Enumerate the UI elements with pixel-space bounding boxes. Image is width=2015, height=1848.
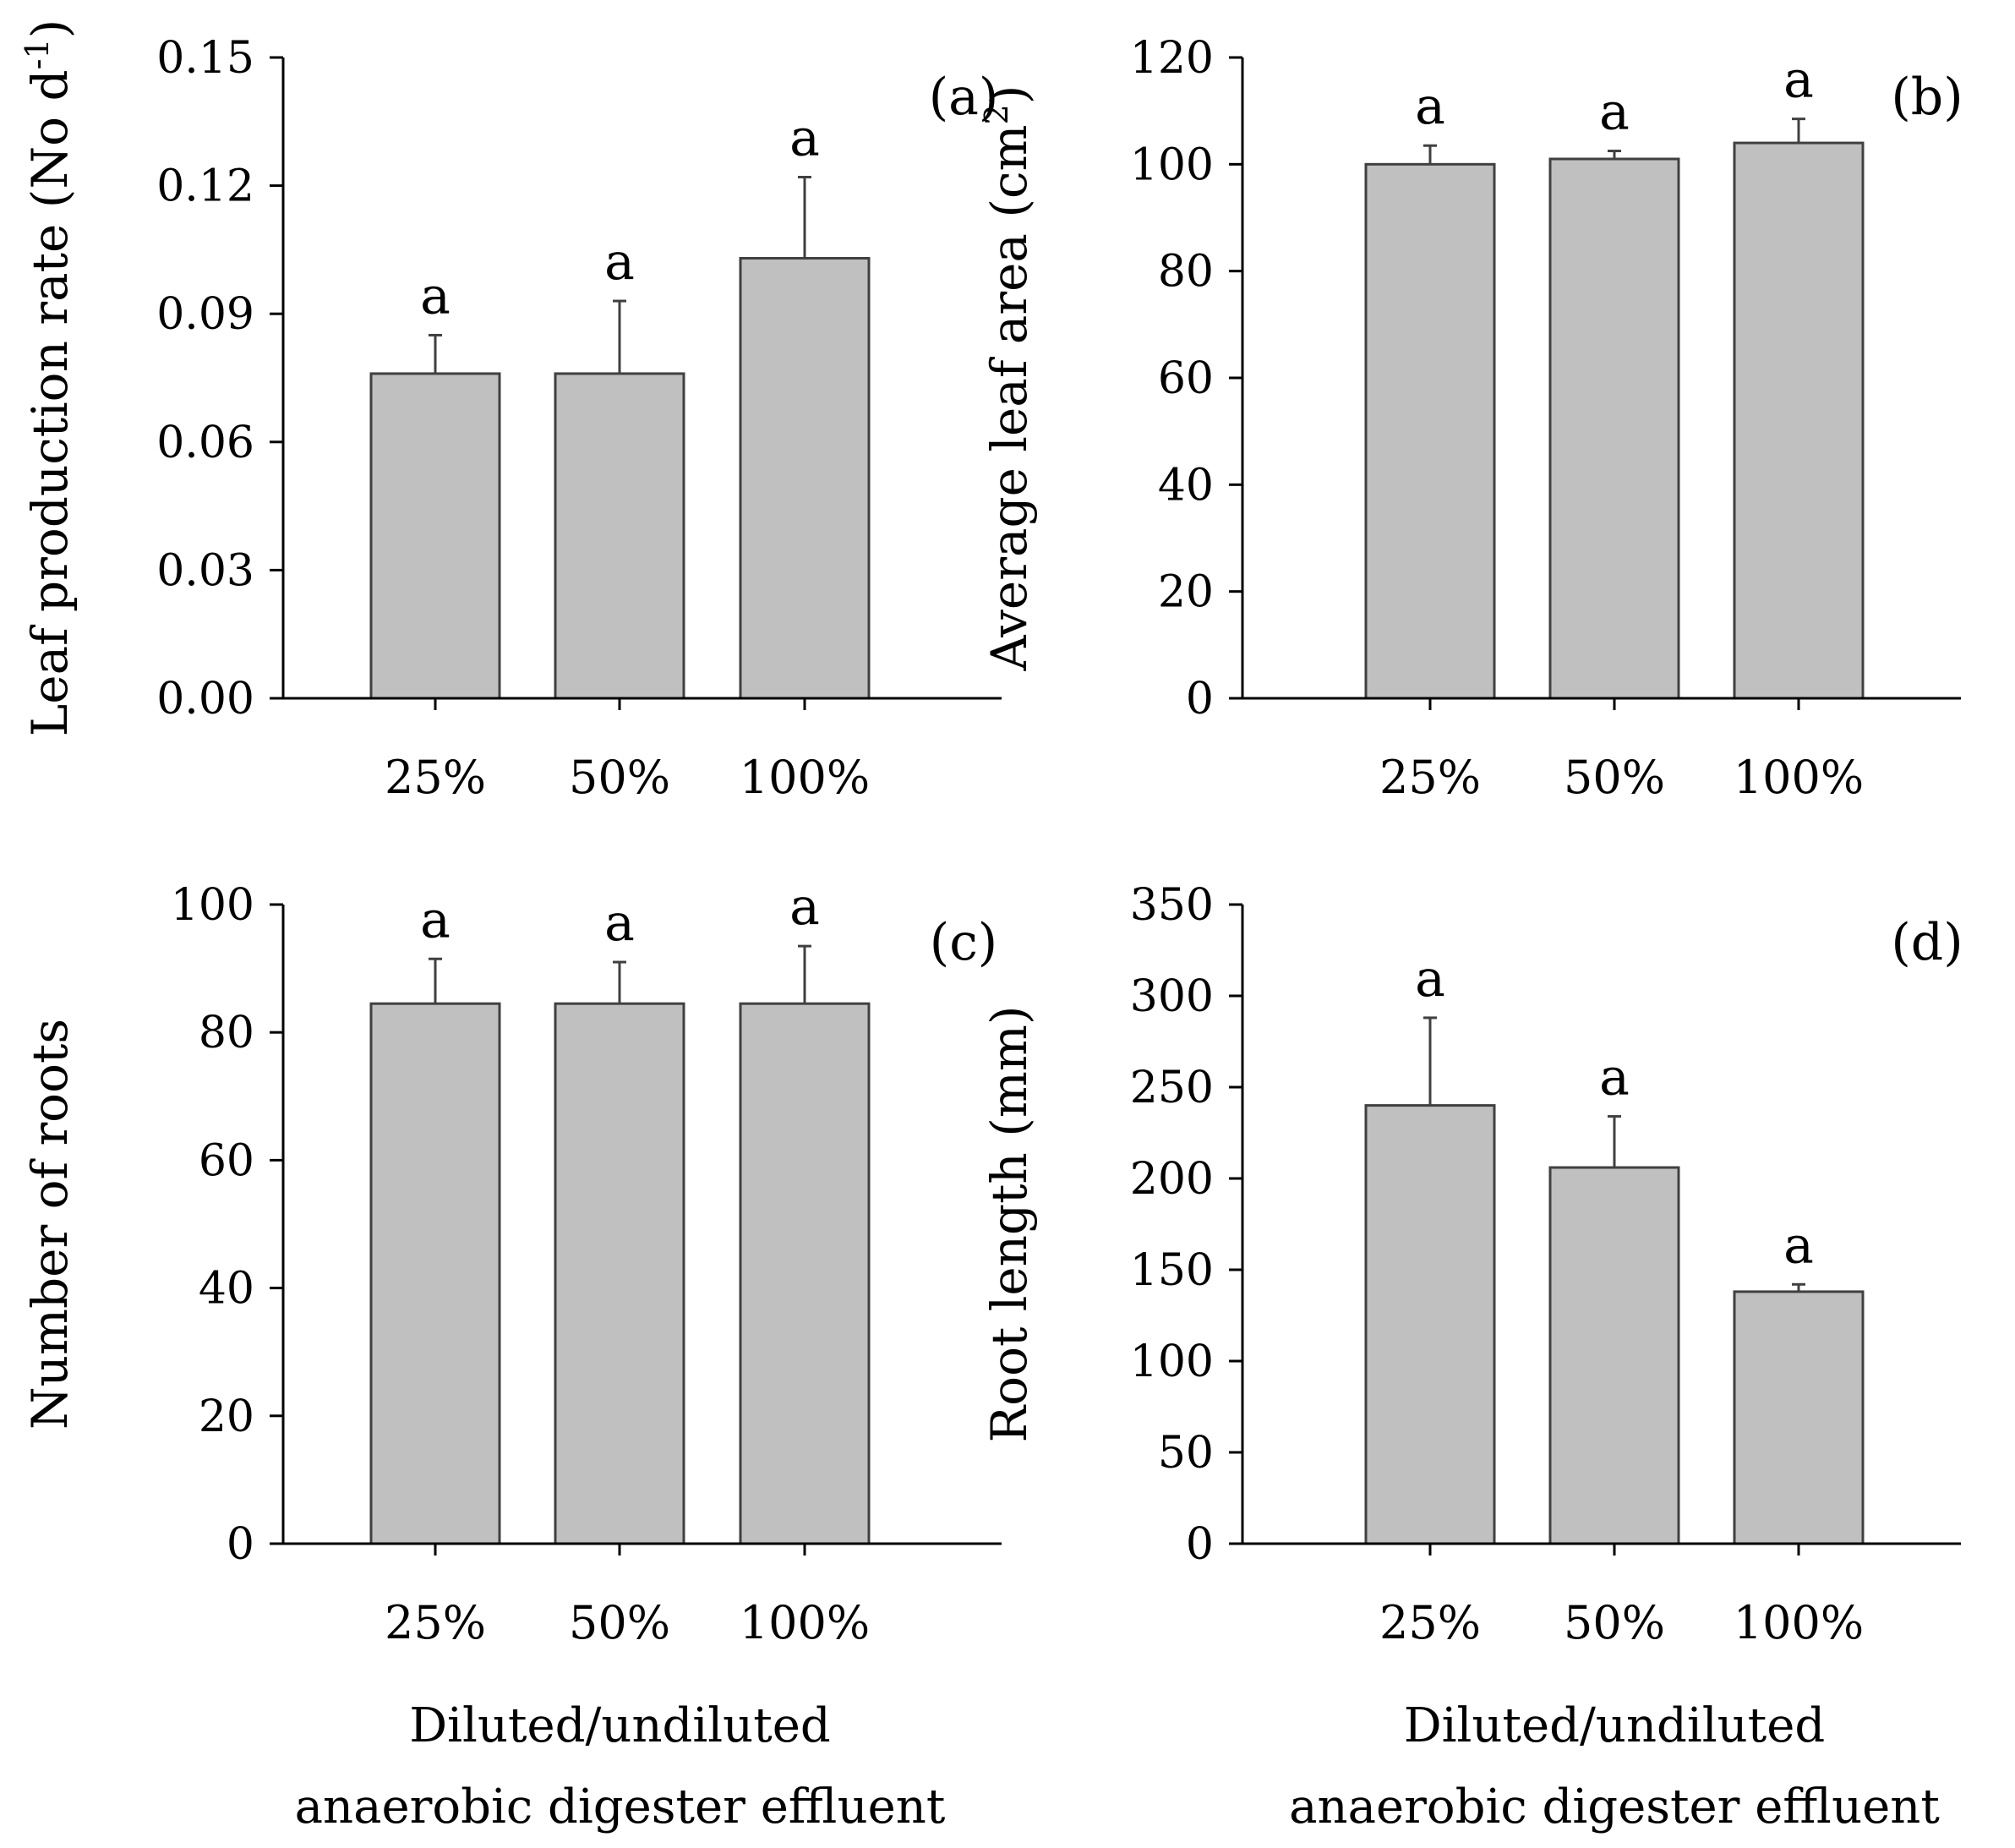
panel-b: a 25% a 50% a 100% 0 20 40 60 80 100 120 (b) Average l… bbox=[978, 33, 1963, 804]
significance-letter: a bbox=[1415, 949, 1445, 1009]
y-tick-label: 250 bbox=[1130, 1063, 1214, 1113]
bar bbox=[1364, 162, 1496, 700]
significance-letter: a bbox=[1783, 1216, 1814, 1275]
y-tick-label: 80 bbox=[1158, 247, 1214, 298]
y-axis-title-end: ) bbox=[21, 19, 79, 39]
category-label: 100% bbox=[1734, 1596, 1864, 1649]
bar bbox=[1733, 141, 1865, 700]
significance-letter: a bbox=[420, 890, 451, 949]
y-axis-title-main: Number of roots bbox=[21, 1019, 79, 1430]
x-axis-title: Diluted/undiluted bbox=[1404, 1698, 1826, 1753]
y-axis-title: Average leaf area (cm2) bbox=[978, 85, 1038, 672]
bar bbox=[739, 257, 871, 700]
bar bbox=[554, 372, 685, 700]
y-tick-label: 150 bbox=[1130, 1245, 1214, 1296]
bar bbox=[1548, 157, 1680, 700]
category-label: 50% bbox=[569, 751, 670, 804]
y-tick-label: 100 bbox=[1130, 1337, 1214, 1387]
y-axis-title: Number of roots bbox=[21, 1019, 79, 1430]
panel-label: (d) bbox=[1891, 913, 1963, 972]
y-axis-title-superscript: -1 bbox=[19, 38, 56, 69]
y-tick-label: 120 bbox=[1130, 33, 1214, 84]
significance-letter: a bbox=[1415, 77, 1445, 136]
y-tick-label: 0 bbox=[1186, 674, 1214, 724]
significance-letter: a bbox=[420, 266, 451, 325]
category-label: 100% bbox=[740, 751, 870, 804]
y-tick-label: 200 bbox=[1130, 1154, 1214, 1205]
panel-label: (b) bbox=[1891, 68, 1963, 127]
y-tick-label: 40 bbox=[1158, 460, 1214, 511]
y-axis-title-end: ) bbox=[980, 85, 1038, 105]
y-tick-label: 0.00 bbox=[156, 674, 254, 724]
category-label: 100% bbox=[1734, 751, 1864, 804]
panel-label: (c) bbox=[930, 913, 997, 972]
y-tick-label: 300 bbox=[1130, 971, 1214, 1022]
y-tick-label: 50 bbox=[1158, 1428, 1214, 1479]
significance-letter: a bbox=[1599, 1048, 1630, 1107]
y-tick-label: 0 bbox=[1186, 1519, 1214, 1570]
y-axis-title-main: Average leaf area (cm bbox=[980, 124, 1038, 671]
bar bbox=[369, 372, 501, 700]
y-tick-label: 20 bbox=[199, 1391, 254, 1442]
significance-letter: a bbox=[1599, 83, 1630, 142]
y-tick-label: 100 bbox=[171, 880, 254, 931]
category-label: 50% bbox=[1564, 1596, 1665, 1649]
category-label: 25% bbox=[385, 751, 486, 804]
bar bbox=[1548, 1166, 1680, 1545]
panel-label: (a) bbox=[929, 68, 999, 127]
y-axis-title: Leaf production rate (No d-1) bbox=[19, 19, 79, 737]
x-axis-title: anaerobic digester effluent bbox=[1289, 1780, 1940, 1834]
category-label: 25% bbox=[1379, 1596, 1481, 1649]
x-axis-title: anaerobic digester effluent bbox=[295, 1780, 946, 1834]
panel-a: a 25% a 50% a 100% 0.00 0.03 0.06 0.09 0.12 0.15 (a)… bbox=[19, 19, 1002, 804]
y-tick-label: 100 bbox=[1130, 139, 1214, 190]
significance-letter: a bbox=[789, 108, 820, 167]
category-label: 25% bbox=[1379, 751, 1481, 804]
bar bbox=[554, 1002, 685, 1545]
bar bbox=[369, 1002, 501, 1545]
y-tick-label: 0.06 bbox=[156, 418, 254, 468]
y-tick-label: 80 bbox=[199, 1008, 254, 1058]
y-axis-title-superscript: 2 bbox=[978, 104, 1015, 124]
y-axis-title: Root length (mm) bbox=[980, 1006, 1038, 1443]
bar bbox=[1364, 1104, 1496, 1545]
y-tick-label: 0.15 bbox=[156, 33, 254, 84]
x-axis-title: Diluted/undiluted bbox=[409, 1698, 831, 1753]
category-label: 50% bbox=[569, 1596, 670, 1649]
significance-letter: a bbox=[604, 232, 635, 292]
significance-letter: a bbox=[789, 878, 820, 937]
panel-d: a 25% a 50% a 100% 0 50 100 150 200 250 300 350 (d) Roo… bbox=[980, 880, 1963, 1834]
significance-letter: a bbox=[1783, 51, 1814, 110]
y-tick-label: 0.09 bbox=[156, 289, 254, 340]
significance-letter: a bbox=[604, 894, 635, 953]
y-tick-label: 40 bbox=[199, 1264, 254, 1315]
y-tick-label: 0.03 bbox=[156, 545, 254, 596]
y-tick-label: 0 bbox=[227, 1519, 254, 1570]
y-axis-title-main: Root length (mm) bbox=[980, 1006, 1038, 1443]
bar bbox=[1733, 1290, 1865, 1545]
y-axis-title-main: Leaf production rate (No d bbox=[21, 69, 79, 736]
category-label: 50% bbox=[1564, 751, 1665, 804]
y-tick-label: 60 bbox=[199, 1135, 254, 1186]
panel-c: a 25% a 50% a 100% 0 20 40 60 80 100 (c) Number of ro… bbox=[21, 878, 1002, 1834]
y-tick-label: 20 bbox=[1158, 567, 1214, 618]
bar bbox=[739, 1002, 871, 1545]
y-tick-label: 60 bbox=[1158, 353, 1214, 404]
y-tick-label: 0.12 bbox=[156, 161, 254, 212]
y-tick-label: 350 bbox=[1130, 880, 1214, 931]
category-label: 100% bbox=[740, 1596, 870, 1649]
category-label: 25% bbox=[385, 1596, 486, 1649]
